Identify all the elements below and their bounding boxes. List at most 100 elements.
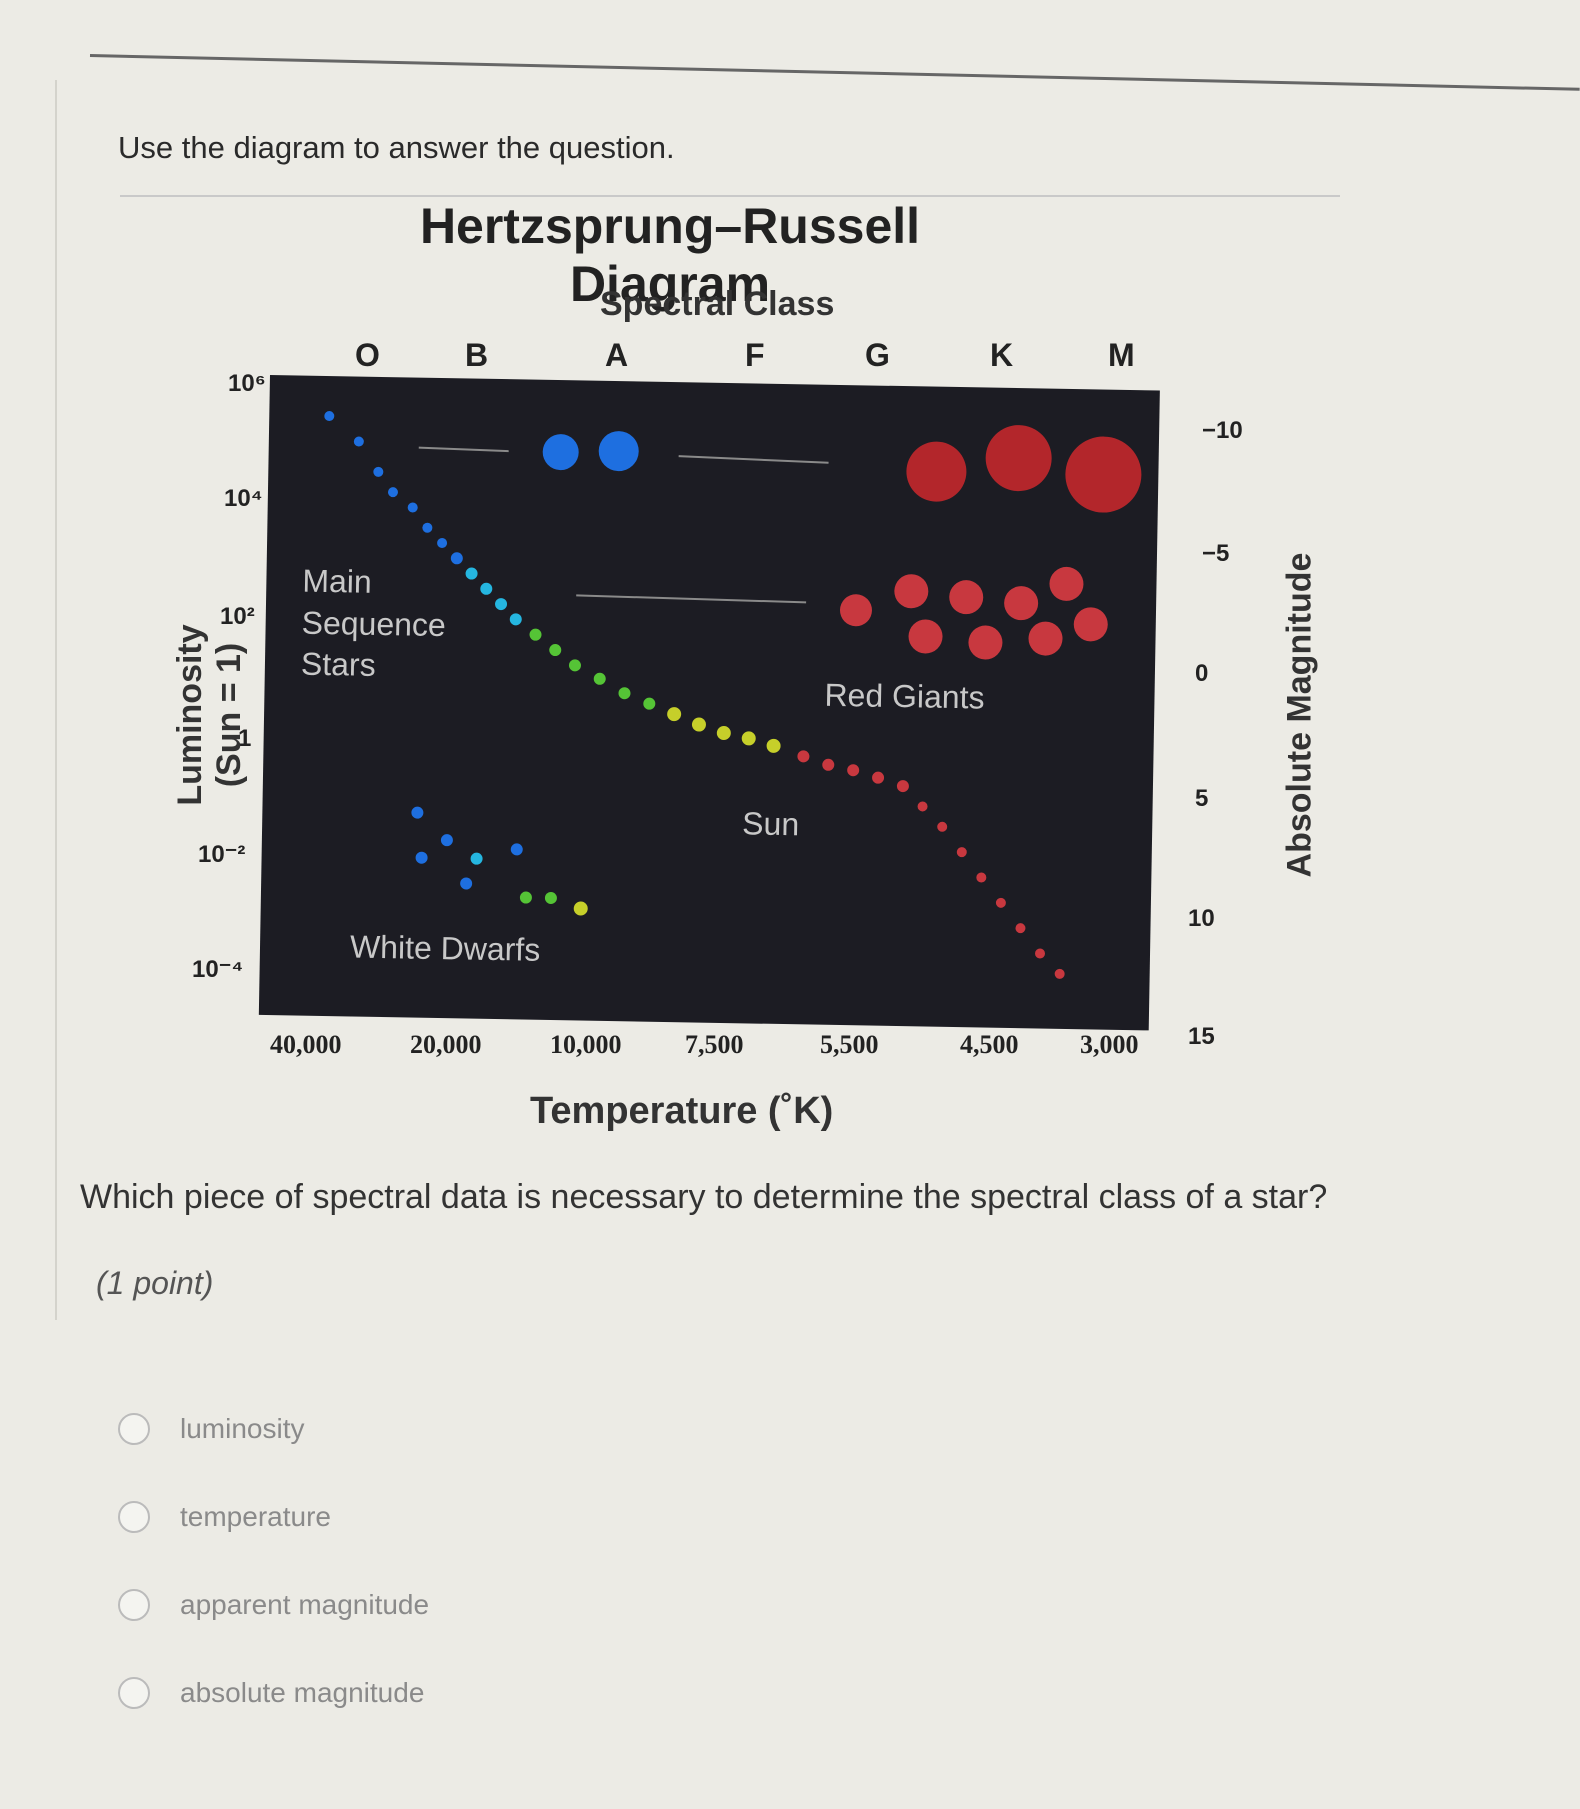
white-dwarf-stars — [411, 806, 588, 916]
main-sequence-star — [373, 466, 384, 477]
spectral-class-f: F — [745, 337, 765, 373]
white-dwarf-star — [411, 806, 424, 819]
answer-options: luminosity temperature apparent magnitud… — [118, 1385, 429, 1737]
luminosity-tick: 10² — [220, 603, 255, 630]
giant-stars — [839, 566, 1108, 660]
red-giant-star — [1049, 566, 1084, 601]
spectral-class-b: B — [465, 337, 489, 373]
luminosity-axis-label: Luminosity (Sun = 1) — [171, 624, 248, 806]
red-supergiant-star — [906, 441, 967, 502]
main-sequence-star — [741, 731, 756, 746]
red-giant-star — [908, 619, 943, 654]
magnitude-tick: 15 — [1188, 1023, 1215, 1050]
white-dwarf-star — [519, 891, 532, 904]
magnitude-axis-label: Absolute Magnitude — [1280, 552, 1319, 878]
option-absolute-magnitude[interactable]: absolute magnitude — [118, 1649, 429, 1737]
question-text: Which piece of spectral data is necessar… — [80, 1178, 1328, 1216]
main-sequence-stars — [324, 411, 1065, 979]
luminosity-tick: 1 — [238, 725, 252, 752]
red-giant-star — [1028, 621, 1063, 656]
spectral-class-a: A — [605, 337, 629, 373]
luminosity-tick: 10⁻⁴ — [192, 956, 244, 983]
main-sequence-star — [437, 538, 448, 549]
option-luminosity[interactable]: luminosity — [118, 1385, 429, 1473]
main-sequence-star — [643, 697, 656, 710]
magnitude-tick: 0 — [1195, 660, 1209, 687]
main-sequence-star — [1015, 923, 1026, 934]
red-giant-star — [839, 594, 872, 627]
option-temperature[interactable]: temperature — [118, 1473, 429, 1561]
main-sequence-star — [450, 552, 463, 565]
main-sequence-star — [387, 487, 398, 498]
main-sequence-star — [422, 522, 433, 533]
red-giants-label: Red Giants — [824, 676, 985, 716]
pointer-line — [576, 594, 807, 604]
white-dwarf-star — [460, 877, 473, 890]
pointer-line — [418, 446, 509, 453]
spectral-class-g: G — [865, 337, 890, 373]
main-sequence-star — [766, 738, 781, 753]
temperature-tick: 4,500 — [960, 1030, 1019, 1059]
radio-button[interactable] — [118, 1413, 150, 1445]
spectral-class-k: K — [990, 337, 1014, 373]
pointer-line — [678, 455, 829, 464]
blue-supergiant-star — [598, 431, 639, 472]
main-sequence-star — [407, 502, 418, 513]
red-giant-star — [949, 580, 984, 615]
temperature-tick: 10,000 — [550, 1030, 622, 1059]
main-sequence-star — [872, 771, 885, 784]
option-label[interactable]: temperature — [180, 1501, 331, 1532]
radio-button[interactable] — [118, 1501, 150, 1533]
main-sequence-star — [937, 821, 948, 832]
top-divider — [89, 54, 1580, 91]
main-sequence-star — [956, 847, 967, 858]
magnitude-tick: −5 — [1202, 540, 1230, 567]
main-sequence-star — [691, 717, 706, 732]
spectral-class-o: O — [355, 337, 380, 373]
main-sequence-star — [995, 897, 1006, 908]
hr-diagram: Hertzsprung–Russell Diagram Spectral Cla… — [120, 195, 1360, 1145]
magnitude-tick: 10 — [1188, 905, 1215, 932]
option-label[interactable]: apparent magnitude — [180, 1589, 430, 1620]
star-field — [324, 411, 1142, 979]
sun-label: Sun — [741, 805, 800, 843]
diagram-rule — [120, 195, 1340, 197]
red-giant-star — [968, 625, 1003, 660]
red-giant-star — [1004, 586, 1039, 621]
hr-plot-area: Main Sequence Stars Red Giants Sun White… — [258, 375, 1160, 1031]
main-sequence-star — [667, 707, 682, 722]
main-sequence-star — [1035, 948, 1046, 959]
option-label[interactable]: absolute magnitude — [180, 1677, 425, 1708]
main-sequence-star — [976, 872, 987, 883]
radio-button[interactable] — [118, 1677, 150, 1709]
red-giant-star — [1073, 607, 1108, 642]
supergiant-stars — [418, 425, 1142, 604]
main-sequence-star — [822, 758, 835, 771]
main-sequence-star — [495, 598, 508, 611]
main-sequence-star — [568, 659, 581, 672]
option-label[interactable]: luminosity — [180, 1413, 305, 1444]
luminosity-tick: 10⁻² — [198, 841, 246, 868]
main-sequence-star — [1054, 968, 1065, 979]
temperature-tick: 20,000 — [410, 1030, 482, 1059]
temperature-tick: 7,500 — [685, 1030, 744, 1059]
main-sequence-star — [480, 582, 493, 595]
main-sequence-star — [896, 780, 909, 793]
white-dwarf-star — [544, 891, 557, 904]
option-apparent-magnitude[interactable]: apparent magnitude — [118, 1561, 429, 1649]
red-supergiant-star — [985, 425, 1052, 492]
main-sequence-star — [324, 411, 335, 422]
main-sequence-star — [716, 725, 731, 740]
points-value: (1 point) — [96, 1265, 214, 1301]
radio-button[interactable] — [118, 1589, 150, 1621]
white-dwarf-star — [510, 843, 523, 856]
left-border — [55, 80, 57, 1320]
main-sequence-star — [797, 750, 810, 763]
spectral-class-m: M — [1108, 337, 1135, 373]
main-sequence-star — [529, 628, 542, 641]
white-dwarfs-label: White Dwarfs — [349, 928, 541, 968]
main-sequence-star — [549, 644, 562, 657]
temperature-tick: 3,000 — [1080, 1030, 1139, 1059]
main-sequence-star — [917, 801, 928, 812]
white-dwarf-star — [470, 852, 483, 865]
